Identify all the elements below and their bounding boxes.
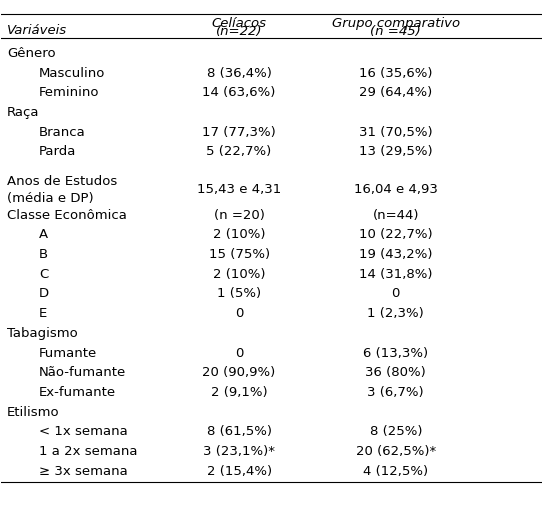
- Text: Branca: Branca: [39, 125, 86, 139]
- Text: 2 (10%): 2 (10%): [213, 268, 266, 281]
- Text: 13 (29,5%): 13 (29,5%): [359, 145, 433, 158]
- Text: B: B: [39, 248, 48, 261]
- Text: (n =20): (n =20): [213, 209, 264, 221]
- Text: Etilismo: Etilismo: [7, 406, 59, 419]
- Text: Variáveis: Variáveis: [7, 24, 67, 37]
- Text: 6 (13,3%): 6 (13,3%): [363, 346, 428, 360]
- Text: 3 (23,1%)*: 3 (23,1%)*: [203, 445, 275, 458]
- Text: Anos de Estudos: Anos de Estudos: [7, 175, 117, 188]
- Text: 16,04 e 4,93: 16,04 e 4,93: [354, 183, 438, 196]
- Text: 20 (90,9%): 20 (90,9%): [203, 366, 276, 379]
- Text: 0: 0: [235, 307, 243, 320]
- Text: Gênero: Gênero: [7, 47, 55, 60]
- Text: Raça: Raça: [7, 106, 39, 119]
- Text: (n=44): (n=44): [372, 209, 419, 221]
- Text: 2 (15,4%): 2 (15,4%): [206, 465, 272, 478]
- Text: 8 (25%): 8 (25%): [369, 425, 422, 438]
- Text: 17 (77,3%): 17 (77,3%): [202, 125, 276, 139]
- Text: 19 (43,2%): 19 (43,2%): [359, 248, 433, 261]
- Text: 8 (36,4%): 8 (36,4%): [207, 67, 272, 80]
- Text: (n =45): (n =45): [370, 25, 421, 38]
- Text: 0: 0: [235, 346, 243, 360]
- Text: D: D: [39, 288, 49, 301]
- Text: Fumante: Fumante: [39, 346, 97, 360]
- Text: 5 (22,7%): 5 (22,7%): [206, 145, 272, 158]
- Text: C: C: [39, 268, 48, 281]
- Text: 8 (61,5%): 8 (61,5%): [206, 425, 272, 438]
- Text: 1 (2,3%): 1 (2,3%): [368, 307, 424, 320]
- Text: 1 (5%): 1 (5%): [217, 288, 261, 301]
- Text: 36 (80%): 36 (80%): [365, 366, 426, 379]
- Text: ≥ 3x semana: ≥ 3x semana: [39, 465, 128, 478]
- Text: 15 (75%): 15 (75%): [209, 248, 270, 261]
- Text: 14 (31,8%): 14 (31,8%): [359, 268, 433, 281]
- Text: Não-fumante: Não-fumante: [39, 366, 127, 379]
- Text: 15,43 e 4,31: 15,43 e 4,31: [197, 183, 281, 196]
- Text: 1 a 2x semana: 1 a 2x semana: [39, 445, 138, 458]
- Text: Classe Econômica: Classe Econômica: [7, 209, 127, 221]
- Text: (n=22): (n=22): [216, 25, 262, 38]
- Text: 2 (10%): 2 (10%): [213, 229, 266, 241]
- Text: 10 (22,7%): 10 (22,7%): [359, 229, 433, 241]
- Text: Ex-fumante: Ex-fumante: [39, 386, 116, 399]
- Text: A: A: [39, 229, 48, 241]
- Text: 20 (62,5%)*: 20 (62,5%)*: [356, 445, 436, 458]
- Text: 14 (63,6%): 14 (63,6%): [203, 86, 276, 99]
- Text: < 1x semana: < 1x semana: [39, 425, 128, 438]
- Text: 31 (70,5%): 31 (70,5%): [359, 125, 433, 139]
- Text: 29 (64,4%): 29 (64,4%): [359, 86, 432, 99]
- Text: Grupo comparativo: Grupo comparativo: [332, 17, 460, 29]
- Text: Tabagismo: Tabagismo: [7, 327, 78, 340]
- Text: Parda: Parda: [39, 145, 77, 158]
- Text: E: E: [39, 307, 47, 320]
- Text: 16 (35,6%): 16 (35,6%): [359, 67, 433, 80]
- Text: 2 (9,1%): 2 (9,1%): [211, 386, 267, 399]
- Text: 0: 0: [392, 288, 400, 301]
- Text: Masculino: Masculino: [39, 67, 105, 80]
- Text: (média e DP): (média e DP): [7, 192, 93, 205]
- Text: Celíacos: Celíacos: [212, 17, 267, 29]
- Text: 4 (12,5%): 4 (12,5%): [363, 465, 428, 478]
- Text: 3 (6,7%): 3 (6,7%): [368, 386, 424, 399]
- Text: Feminino: Feminino: [39, 86, 100, 99]
